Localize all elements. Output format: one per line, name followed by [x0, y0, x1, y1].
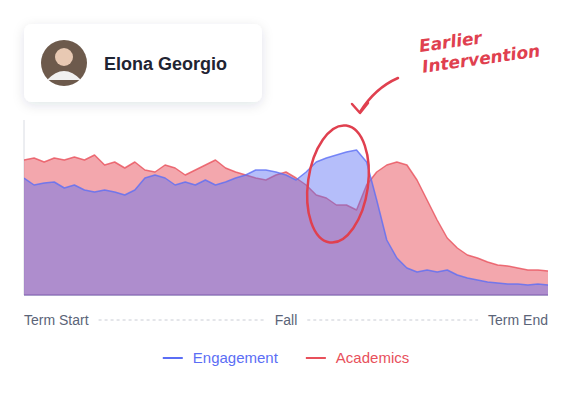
plot-area [24, 150, 548, 295]
legend-label: Engagement [193, 349, 279, 366]
legend-label: Academics [336, 349, 409, 366]
avatar-face [55, 48, 73, 66]
avatar [41, 40, 87, 86]
x-tick-label: Term End [488, 312, 548, 328]
axis-dash [307, 320, 478, 321]
axis-dash [99, 320, 265, 321]
legend-swatch [163, 357, 183, 359]
legend-swatch [306, 357, 326, 359]
chart: Term Start Fall Term End Engagement Academic… [0, 0, 572, 396]
card-bg [24, 24, 262, 102]
x-tick-label: Fall [275, 312, 298, 328]
annotation-circle [300, 121, 376, 246]
annotation-text: EarlierIntervention [418, 20, 541, 77]
area-line [24, 150, 548, 285]
x-tick-label: Term Start [24, 312, 89, 328]
profile-name: Elona Georgio [104, 54, 227, 74]
annotation: EarlierIntervention [300, 20, 541, 247]
annotation-arrowhead [352, 103, 368, 113]
legend: Engagement Academics [163, 349, 409, 366]
area [24, 150, 548, 295]
profile-card: Elona Georgio [24, 24, 262, 102]
avatar-body [47, 71, 81, 80]
